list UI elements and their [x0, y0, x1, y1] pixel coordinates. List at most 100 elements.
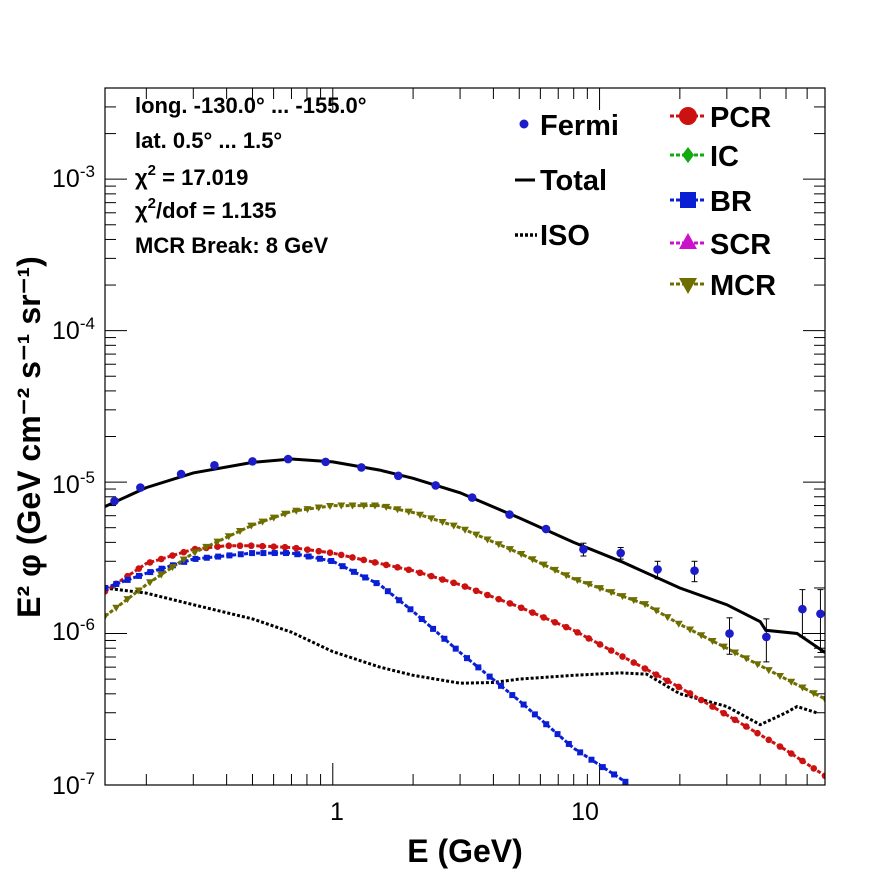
br-marker	[622, 778, 629, 785]
mcr-marker	[393, 506, 402, 514]
mcr-marker	[719, 643, 728, 651]
legend-mcr-marker	[679, 278, 697, 294]
br-marker	[384, 588, 391, 595]
chi2-value: χ2 = 17.019	[135, 162, 248, 190]
legend-pcr-label: PCR	[710, 102, 771, 134]
mcr-marker	[348, 502, 357, 510]
fermi-point	[176, 469, 186, 479]
mcr-marker	[483, 536, 492, 544]
mcr-marker	[517, 550, 526, 558]
br-marker	[147, 569, 154, 576]
fermi-point	[816, 609, 825, 619]
br-marker	[350, 568, 357, 575]
br-marker	[531, 711, 538, 718]
pcr-marker	[292, 544, 300, 552]
mcr-marker	[731, 649, 739, 657]
mcr-marker	[584, 581, 593, 589]
mcr-marker	[112, 604, 121, 612]
legend-br-marker	[680, 192, 696, 208]
mcr-marker	[551, 566, 559, 574]
pcr-marker	[484, 591, 491, 599]
br-marker	[362, 574, 369, 581]
fermi-point	[321, 457, 330, 467]
pcr-marker	[652, 671, 660, 678]
mcr-marker	[427, 515, 436, 523]
pcr-marker	[427, 572, 435, 580]
mcr-marker	[359, 502, 368, 510]
legend-br-label: BR	[710, 186, 752, 218]
pcr-marker	[675, 683, 683, 691]
y-axis-title: E² φ (GeV cm⁻² s⁻¹ sr⁻¹)	[11, 256, 47, 618]
pcr-marker	[157, 555, 165, 563]
mcr-marker	[573, 577, 582, 585]
pcr-marker	[585, 635, 593, 642]
pcr-marker	[214, 543, 221, 551]
mcr-marker	[438, 518, 447, 526]
mcr-marker	[134, 587, 143, 595]
pcr-marker	[619, 653, 626, 660]
mcr-marker	[472, 531, 481, 539]
legend-scr-label: SCR	[710, 229, 771, 261]
mcr-marker	[461, 526, 469, 534]
pcr-marker	[169, 552, 176, 559]
br-marker	[237, 551, 244, 558]
br-marker	[135, 572, 142, 579]
mcr-break: MCR Break: 8 GeV	[135, 233, 329, 258]
mcr-marker	[337, 502, 346, 510]
pcr-marker	[405, 566, 413, 574]
mcr-marker	[663, 614, 672, 622]
br-marker	[113, 580, 120, 587]
mcr-marker	[821, 695, 825, 703]
pcr-marker	[349, 554, 356, 561]
mcr-marker	[506, 546, 514, 554]
br-marker	[464, 655, 471, 662]
br-marker	[475, 664, 482, 671]
mcr-marker	[787, 678, 796, 686]
pcr-marker	[326, 549, 334, 556]
y-tick-label-1e-6: 10-6	[52, 615, 95, 646]
pcr-marker	[337, 551, 345, 559]
fermi-point	[357, 463, 366, 472]
mcr-marker	[146, 579, 154, 587]
mcr-marker	[269, 514, 278, 522]
pcr-marker	[540, 614, 548, 621]
iso-line	[105, 586, 817, 727]
br-marker	[452, 645, 459, 652]
mcr-marker	[798, 684, 807, 692]
mcr-marker	[247, 522, 256, 530]
br-marker	[226, 552, 233, 559]
x-tick-labels: 1 10	[330, 798, 599, 826]
mcr-marker	[708, 637, 717, 645]
br-marker	[124, 576, 131, 583]
br-marker	[305, 553, 312, 560]
br-marker	[271, 550, 278, 557]
pcr-marker	[236, 542, 244, 550]
chi2-per-dof: χ2/dof = 1.135	[135, 195, 276, 223]
pcr-marker	[720, 709, 728, 717]
br-marker	[373, 580, 380, 587]
legend-pcr-marker	[679, 107, 697, 125]
latitude-range: lat. 0.5° ... 1.5°	[135, 128, 282, 153]
br-marker	[543, 721, 550, 728]
mcr-marker	[314, 504, 323, 512]
fermi-point	[210, 461, 219, 470]
legend-scr-marker	[679, 233, 697, 249]
x-tick-label-1: 1	[330, 798, 344, 826]
br-marker	[441, 635, 448, 642]
longitude-range: long. -130.0° ... -155.0°	[135, 93, 367, 118]
pcr-marker	[664, 677, 671, 685]
y-tick-labels: 10-7 10-6 10-5 10-4 10-3	[52, 162, 95, 800]
mcr-marker	[202, 543, 211, 551]
mcr-marker	[607, 589, 616, 597]
pcr-marker	[742, 723, 750, 730]
pcr-marker	[225, 542, 233, 550]
br-marker	[294, 551, 301, 558]
legend-ic-label: IC	[710, 141, 739, 173]
mcr-marker	[258, 518, 267, 526]
legend-left: Fermi Total ISO	[515, 110, 619, 252]
plot-frame	[104, 87, 826, 786]
br-marker	[215, 553, 222, 560]
br-marker	[396, 597, 403, 604]
pcr-marker	[630, 659, 638, 666]
